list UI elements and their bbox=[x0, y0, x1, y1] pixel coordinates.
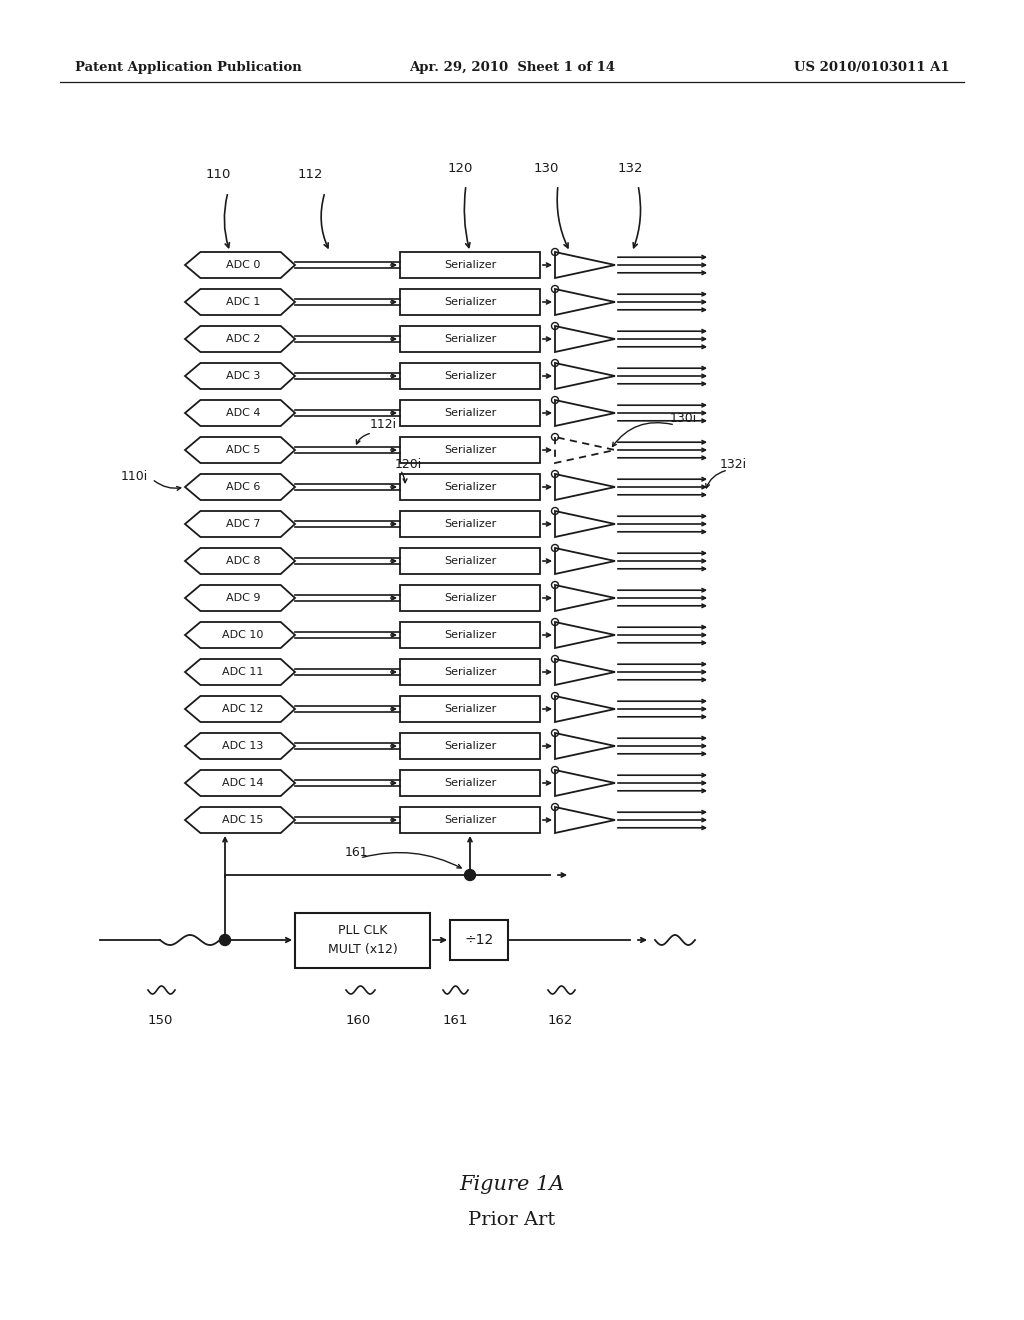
Bar bbox=[400, 548, 540, 574]
Bar bbox=[400, 289, 540, 315]
Text: ADC 15: ADC 15 bbox=[222, 814, 264, 825]
Text: ADC 13: ADC 13 bbox=[222, 741, 264, 751]
Text: Figure 1A: Figure 1A bbox=[460, 1176, 564, 1195]
Text: ADC 14: ADC 14 bbox=[222, 777, 264, 788]
Text: ADC 5: ADC 5 bbox=[226, 445, 260, 455]
Text: Serializer: Serializer bbox=[443, 593, 496, 603]
Bar bbox=[400, 807, 540, 833]
Text: US 2010/0103011 A1: US 2010/0103011 A1 bbox=[795, 62, 950, 74]
Text: 112: 112 bbox=[297, 169, 323, 181]
Text: Prior Art: Prior Art bbox=[468, 1210, 556, 1229]
Bar bbox=[450, 920, 508, 960]
Text: 160: 160 bbox=[345, 1014, 371, 1027]
Bar bbox=[400, 770, 540, 796]
Text: Serializer: Serializer bbox=[443, 408, 496, 418]
Text: ADC 8: ADC 8 bbox=[225, 556, 260, 566]
Text: Serializer: Serializer bbox=[443, 741, 496, 751]
Circle shape bbox=[219, 935, 230, 945]
Text: 132i: 132i bbox=[720, 458, 748, 470]
Bar bbox=[295, 912, 430, 968]
Bar bbox=[400, 474, 540, 500]
Bar bbox=[400, 326, 540, 352]
Text: ADC 4: ADC 4 bbox=[225, 408, 260, 418]
Text: 112i: 112i bbox=[370, 418, 397, 432]
Text: Serializer: Serializer bbox=[443, 445, 496, 455]
Text: 120: 120 bbox=[447, 161, 473, 174]
Text: ADC 2: ADC 2 bbox=[225, 334, 260, 345]
Text: Serializer: Serializer bbox=[443, 482, 496, 492]
Text: 110i: 110i bbox=[121, 470, 148, 483]
Bar bbox=[400, 400, 540, 426]
Text: 110: 110 bbox=[206, 169, 230, 181]
Text: Serializer: Serializer bbox=[443, 777, 496, 788]
Bar bbox=[400, 252, 540, 279]
Text: 120i: 120i bbox=[395, 458, 422, 470]
Text: ADC 6: ADC 6 bbox=[226, 482, 260, 492]
Bar bbox=[400, 733, 540, 759]
Bar bbox=[400, 622, 540, 648]
Text: Serializer: Serializer bbox=[443, 630, 496, 640]
Bar bbox=[400, 585, 540, 611]
Text: Patent Application Publication: Patent Application Publication bbox=[75, 62, 302, 74]
Text: ADC 10: ADC 10 bbox=[222, 630, 264, 640]
Text: ADC 12: ADC 12 bbox=[222, 704, 264, 714]
Text: 130: 130 bbox=[534, 161, 559, 174]
Text: Serializer: Serializer bbox=[443, 814, 496, 825]
Text: ADC 0: ADC 0 bbox=[226, 260, 260, 271]
Bar bbox=[400, 363, 540, 389]
Text: 150: 150 bbox=[147, 1014, 173, 1027]
Bar bbox=[400, 437, 540, 463]
Text: Serializer: Serializer bbox=[443, 704, 496, 714]
Bar bbox=[400, 511, 540, 537]
Text: 161: 161 bbox=[442, 1014, 468, 1027]
Text: Serializer: Serializer bbox=[443, 334, 496, 345]
Text: Serializer: Serializer bbox=[443, 667, 496, 677]
Text: PLL CLK: PLL CLK bbox=[338, 924, 387, 936]
Text: Serializer: Serializer bbox=[443, 556, 496, 566]
Text: 161: 161 bbox=[345, 846, 369, 858]
Text: ADC 7: ADC 7 bbox=[225, 519, 260, 529]
Text: Serializer: Serializer bbox=[443, 519, 496, 529]
Text: Apr. 29, 2010  Sheet 1 of 14: Apr. 29, 2010 Sheet 1 of 14 bbox=[409, 62, 615, 74]
Circle shape bbox=[465, 870, 475, 880]
Text: 162: 162 bbox=[547, 1014, 572, 1027]
Text: ADC 3: ADC 3 bbox=[226, 371, 260, 381]
Text: 132: 132 bbox=[617, 161, 643, 174]
Text: ADC 9: ADC 9 bbox=[225, 593, 260, 603]
Text: Serializer: Serializer bbox=[443, 297, 496, 308]
Bar bbox=[400, 659, 540, 685]
Text: MULT (x12): MULT (x12) bbox=[328, 944, 397, 957]
Bar bbox=[400, 696, 540, 722]
Text: Serializer: Serializer bbox=[443, 371, 496, 381]
Text: 130i: 130i bbox=[670, 412, 697, 425]
Text: Serializer: Serializer bbox=[443, 260, 496, 271]
Text: ADC 11: ADC 11 bbox=[222, 667, 264, 677]
Text: ÷12: ÷12 bbox=[464, 933, 494, 946]
Text: ADC 1: ADC 1 bbox=[226, 297, 260, 308]
